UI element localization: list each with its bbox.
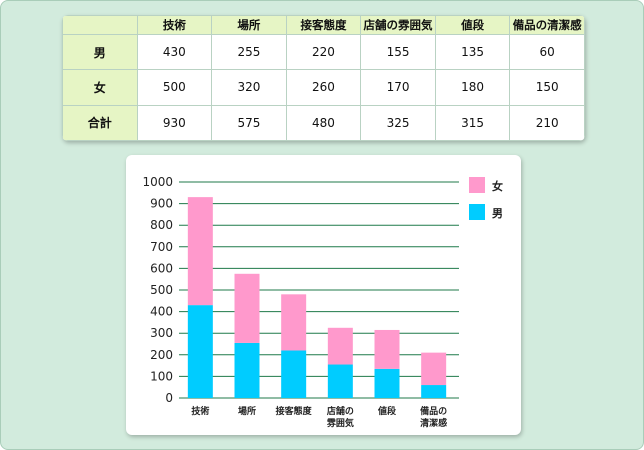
- x-tick-label: 店舗の: [327, 405, 354, 417]
- table-cell: 575: [211, 104, 287, 141]
- x-tick-label: 清潔感: [420, 417, 447, 429]
- y-tick-label: 1000: [142, 175, 173, 189]
- table-cell: 170: [360, 69, 436, 106]
- legend-label: 女: [492, 179, 503, 193]
- table-cell: 255: [211, 33, 287, 71]
- legend-swatch: [469, 204, 485, 220]
- row-header: 合計: [62, 104, 138, 141]
- summary-table: 技術 場所 接客態度 店舗の雰囲気 値段 備品の清潔感 男 430 255 22…: [62, 15, 585, 141]
- row-header: 女: [62, 69, 138, 106]
- table-cell: 155: [360, 33, 436, 71]
- table-cell: 480: [285, 104, 362, 141]
- bar-segment: [421, 385, 447, 398]
- bar-segment: [327, 364, 353, 398]
- y-tick-label: 100: [150, 369, 173, 383]
- column-header: 場所: [211, 15, 287, 35]
- table-cell: 220: [285, 33, 362, 71]
- y-tick-label: 200: [150, 348, 173, 362]
- table-row: 男 430 255 220 155 135 60: [62, 33, 585, 71]
- column-header: 技術: [136, 15, 213, 35]
- bar-segment: [187, 305, 213, 398]
- table-corner-cell: [62, 15, 138, 35]
- column-header: 接客態度: [285, 15, 362, 35]
- table-cell: 135: [434, 33, 511, 71]
- y-tick-label: 700: [150, 240, 173, 254]
- column-header: 備品の清潔感: [509, 15, 585, 35]
- column-header: 店舗の雰囲気: [360, 15, 436, 35]
- table-cell: 500: [136, 69, 213, 106]
- table-row: 女 500 320 260 170 180 150: [62, 69, 585, 106]
- y-tick-label: 0: [165, 391, 173, 405]
- y-tick-label: 300: [150, 326, 173, 340]
- bar-segment: [374, 368, 400, 398]
- x-tick-label: 雰囲気: [327, 417, 354, 429]
- y-tick-label: 400: [150, 305, 173, 319]
- bar-segment: [187, 197, 213, 306]
- y-tick-label: 500: [150, 283, 173, 297]
- table-cell: 430: [136, 33, 213, 71]
- table-cell: 930: [136, 104, 213, 141]
- y-tick-label: 800: [150, 218, 173, 232]
- stacked-bar-chart: 0 100 200 300 400 500 600 700 800 900 1000 技術 場所 接客態度…: [142, 175, 503, 429]
- x-tick-label: 技術: [191, 405, 209, 417]
- y-tick-label: 900: [150, 197, 173, 211]
- bar-segment: [281, 350, 307, 398]
- bar-segment: [327, 327, 353, 365]
- bar-segment: [374, 329, 400, 369]
- x-tick-label: 接客態度: [276, 405, 313, 417]
- table-cell: 210: [509, 104, 585, 141]
- table-cell: 315: [434, 104, 511, 141]
- table-cell: 180: [434, 69, 511, 106]
- x-tick-label: 値段: [377, 405, 397, 417]
- legend-label: 男: [492, 207, 503, 220]
- table-header-row: 技術 場所 接客態度 店舗の雰囲気 値段 備品の清潔感: [62, 15, 585, 35]
- x-tick-label: 場所: [238, 405, 256, 417]
- table-cell: 260: [285, 69, 362, 106]
- table-cell: 60: [509, 33, 585, 71]
- summary-table-card: 技術 場所 接客態度 店舗の雰囲気 値段 備品の清潔感 男 430 255 22…: [62, 15, 585, 141]
- legend-swatch: [469, 177, 485, 193]
- chart-card: 0 100 200 300 400 500 600 700 800 900 1000 技術 場所 接客態度…: [126, 155, 521, 435]
- bar-segment: [234, 273, 260, 343]
- bar-segment: [281, 294, 307, 351]
- bar-segment: [234, 342, 260, 398]
- row-header: 男: [62, 33, 138, 71]
- y-tick-label: 600: [150, 261, 173, 275]
- table-cell: 150: [509, 69, 585, 106]
- x-tick-label: 備品の: [420, 405, 447, 417]
- column-header: 値段: [434, 15, 511, 35]
- table-cell: 320: [211, 69, 287, 106]
- table-row: 合計 930 575 480 325 315 210: [62, 104, 585, 141]
- bar-segment: [421, 352, 447, 386]
- table-cell: 325: [360, 104, 436, 141]
